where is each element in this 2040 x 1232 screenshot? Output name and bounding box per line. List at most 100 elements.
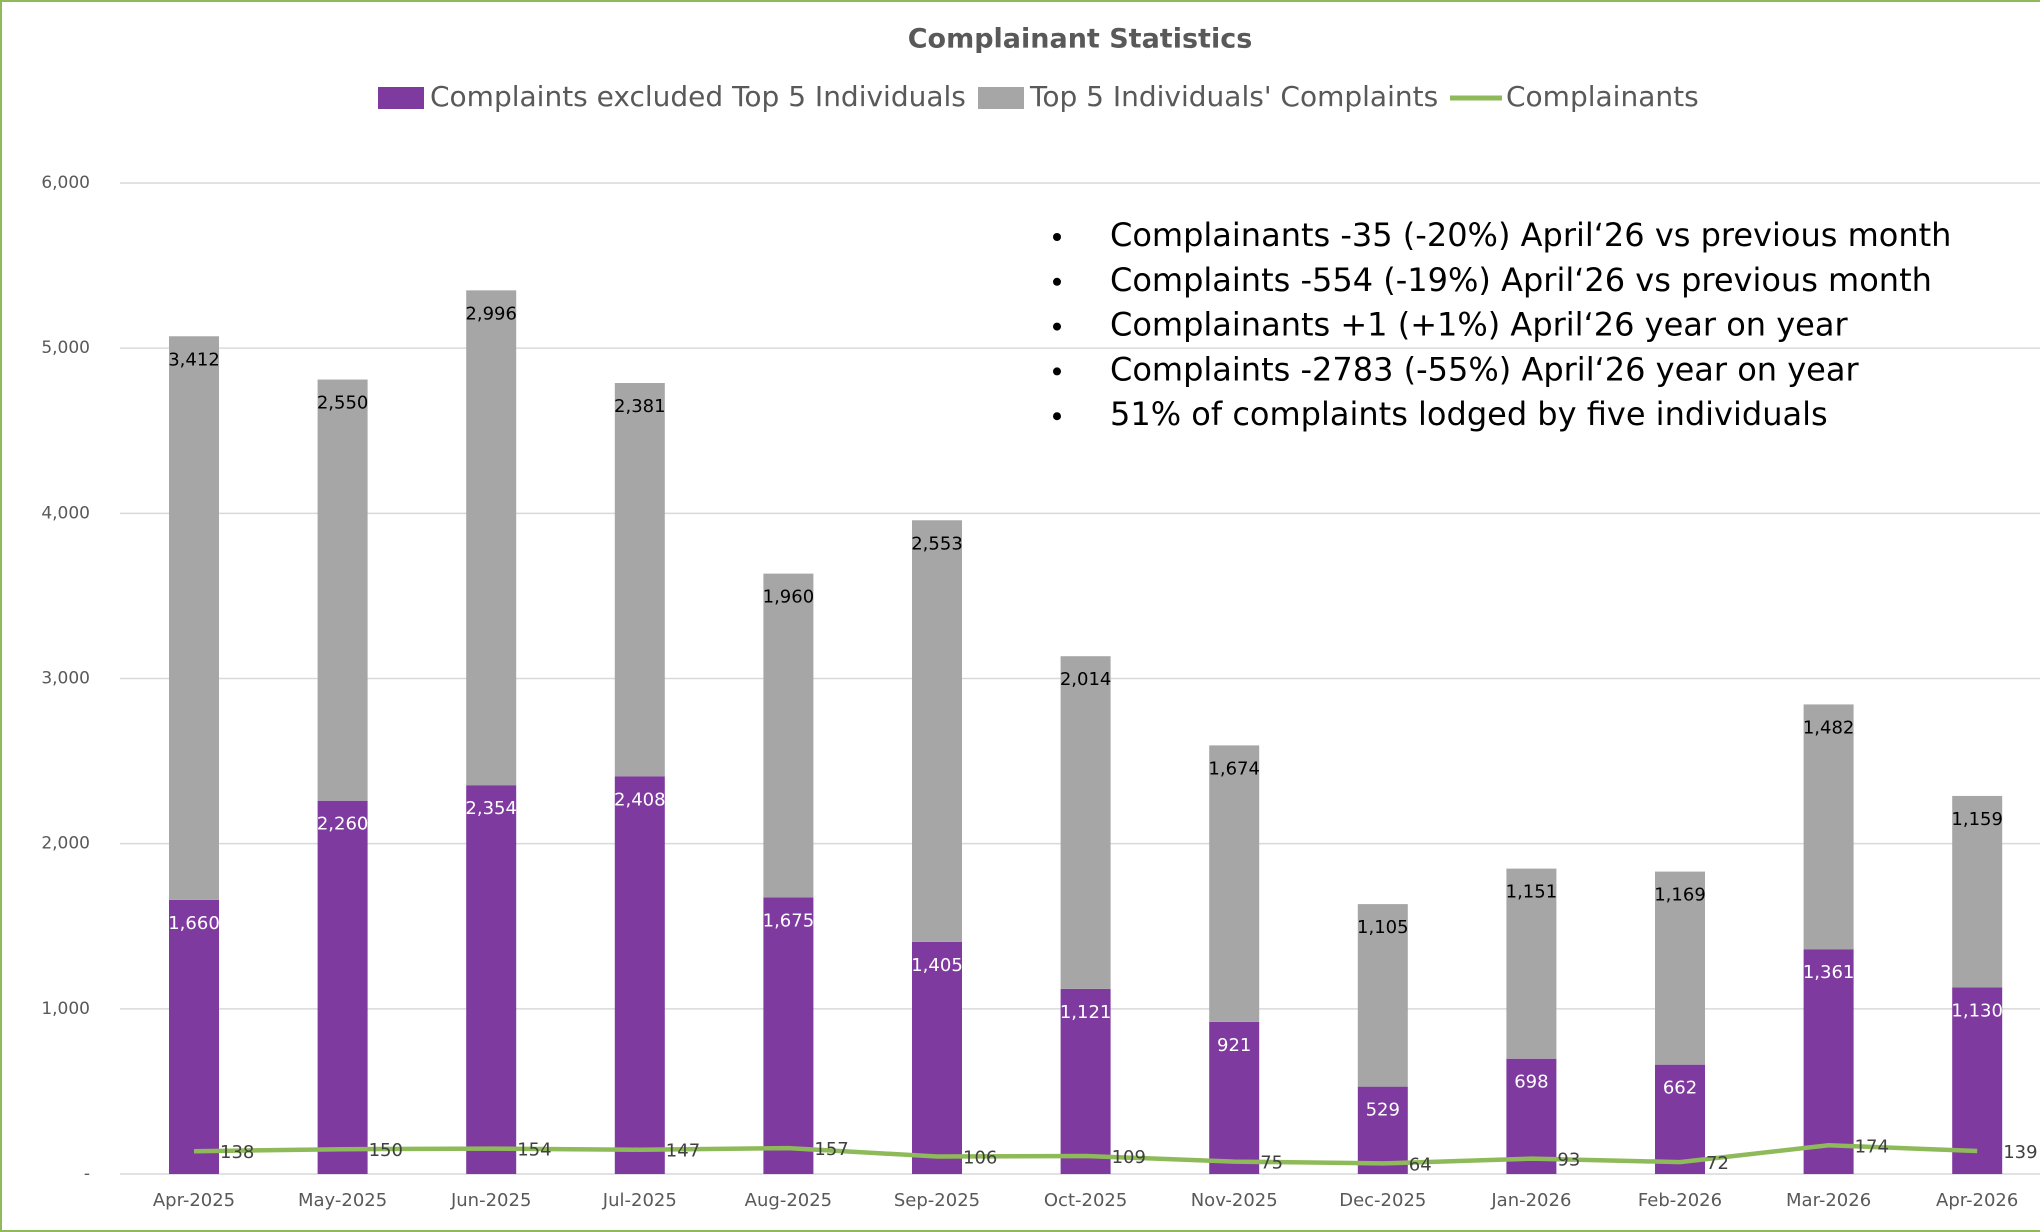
x-tick-label: Sep-2025 bbox=[894, 1190, 980, 1211]
data-label: 1,151 bbox=[1506, 882, 1558, 903]
data-label: 2,354 bbox=[465, 798, 517, 819]
bar bbox=[763, 897, 814, 1174]
legend-label: Top 5 Individuals' Complaints bbox=[1029, 80, 1438, 113]
data-label: 3,412 bbox=[168, 349, 220, 370]
y-tick-label: 2,000 bbox=[41, 834, 90, 854]
annotation: Complaints -2783 (-55%) April‘26 year on… bbox=[1110, 350, 1859, 388]
data-label: 106 bbox=[963, 1147, 997, 1168]
data-label: 662 bbox=[1663, 1078, 1697, 1099]
annotation: Complainants +1 (+1%) April‘26 year on y… bbox=[1110, 306, 1848, 344]
annotation: Complaints -554 (-19%) April‘26 vs previ… bbox=[1110, 261, 1932, 299]
data-label: 2,408 bbox=[614, 789, 666, 810]
data-label: 75 bbox=[1260, 1153, 1283, 1174]
data-label: 921 bbox=[1217, 1035, 1251, 1056]
data-label: 2,381 bbox=[614, 396, 666, 417]
legend-label: Complaints excluded Top 5 Individuals bbox=[430, 80, 966, 113]
bar bbox=[614, 383, 665, 777]
x-tick-label: Oct-2025 bbox=[1044, 1190, 1127, 1211]
bar bbox=[1209, 1021, 1260, 1174]
bar bbox=[912, 520, 962, 942]
data-label: 2,996 bbox=[465, 303, 517, 324]
bar bbox=[1952, 795, 2003, 988]
bullet bbox=[1053, 233, 1061, 241]
data-label: 139 bbox=[2003, 1142, 2037, 1163]
bar bbox=[466, 290, 517, 786]
legend-swatch bbox=[378, 87, 424, 109]
legend-swatch bbox=[978, 87, 1024, 109]
data-label: 2,550 bbox=[317, 393, 369, 414]
bar bbox=[1060, 988, 1111, 1174]
data-label: 2,553 bbox=[911, 533, 963, 554]
bar bbox=[317, 379, 368, 801]
line bbox=[193, 1143, 1978, 1166]
y-tick-label: - bbox=[84, 1164, 90, 1184]
data-label: 1,105 bbox=[1357, 917, 1409, 938]
data-label: 93 bbox=[1557, 1150, 1580, 1171]
data-label: 157 bbox=[814, 1139, 848, 1160]
x-tick-label: Dec-2025 bbox=[1339, 1190, 1426, 1211]
data-label: 1,130 bbox=[1951, 1000, 2003, 1021]
data-label: 174 bbox=[1855, 1136, 1889, 1157]
bar bbox=[1209, 745, 1260, 1022]
x-tick-label: Feb-2026 bbox=[1638, 1190, 1722, 1211]
bar bbox=[1060, 656, 1111, 989]
data-label: 529 bbox=[1366, 1100, 1400, 1121]
bullet bbox=[1053, 367, 1061, 376]
bar bbox=[1357, 904, 1408, 1087]
data-label: 1,159 bbox=[1951, 809, 2003, 830]
bar bbox=[1506, 868, 1557, 1059]
data-label: 154 bbox=[517, 1140, 551, 1161]
data-label: 147 bbox=[666, 1141, 700, 1162]
data-label: 1,482 bbox=[1803, 717, 1855, 738]
bar bbox=[1506, 1058, 1557, 1174]
data-label: 1,660 bbox=[168, 913, 220, 934]
bar bbox=[169, 899, 219, 1174]
data-label: 1,675 bbox=[763, 910, 815, 931]
bullet bbox=[1053, 412, 1061, 421]
data-label: 150 bbox=[369, 1140, 403, 1161]
bar bbox=[912, 941, 962, 1174]
data-label: 1,405 bbox=[911, 955, 963, 976]
data-label: 1,361 bbox=[1803, 962, 1855, 983]
data-label: 72 bbox=[1706, 1153, 1729, 1174]
x-tick-label: Jan-2026 bbox=[1490, 1190, 1571, 1211]
x-tick-label: May-2025 bbox=[298, 1190, 387, 1211]
x-tick-label: Jun-2025 bbox=[450, 1190, 531, 1211]
y-tick-label: 3,000 bbox=[41, 669, 90, 689]
bar bbox=[1803, 949, 1854, 1174]
legend-label: Complainants bbox=[1506, 80, 1699, 113]
bullet bbox=[1053, 277, 1061, 286]
data-label: 64 bbox=[1409, 1154, 1432, 1175]
bar bbox=[466, 785, 517, 1174]
y-tick-label: 4,000 bbox=[41, 503, 90, 523]
bar bbox=[317, 800, 368, 1174]
bar bbox=[1803, 704, 1854, 950]
bar bbox=[169, 336, 219, 900]
bar bbox=[614, 776, 665, 1174]
data-label: 1,121 bbox=[1060, 1002, 1112, 1023]
data-label: 698 bbox=[1514, 1072, 1548, 1093]
data-label: 138 bbox=[220, 1142, 254, 1163]
x-tick-label: Aug-2025 bbox=[745, 1190, 832, 1211]
data-label: 1,169 bbox=[1654, 885, 1706, 906]
y-tick-label: 6,000 bbox=[41, 173, 90, 193]
bullet bbox=[1053, 322, 1061, 331]
bar bbox=[1655, 871, 1705, 1065]
annotation: 51% of complaints lodged by five individ… bbox=[1110, 395, 1828, 433]
data-label: 1,960 bbox=[763, 587, 815, 608]
y-tick-label: 1,000 bbox=[41, 999, 90, 1019]
annotation: Complainants -35 (-20%) April‘26 vs prev… bbox=[1110, 216, 1951, 254]
x-tick-label: Apr-2026 bbox=[1936, 1190, 2018, 1211]
x-tick-label: Nov-2025 bbox=[1191, 1190, 1278, 1211]
bar bbox=[763, 573, 814, 898]
bar bbox=[1357, 1086, 1408, 1174]
y-tick-label: 5,000 bbox=[41, 338, 90, 358]
x-tick-label: Mar-2026 bbox=[1786, 1190, 1871, 1211]
bar bbox=[1952, 987, 2003, 1174]
data-label: 2,260 bbox=[317, 814, 369, 835]
data-label: 109 bbox=[1112, 1147, 1146, 1168]
x-tick-label: Apr-2025 bbox=[153, 1190, 235, 1211]
